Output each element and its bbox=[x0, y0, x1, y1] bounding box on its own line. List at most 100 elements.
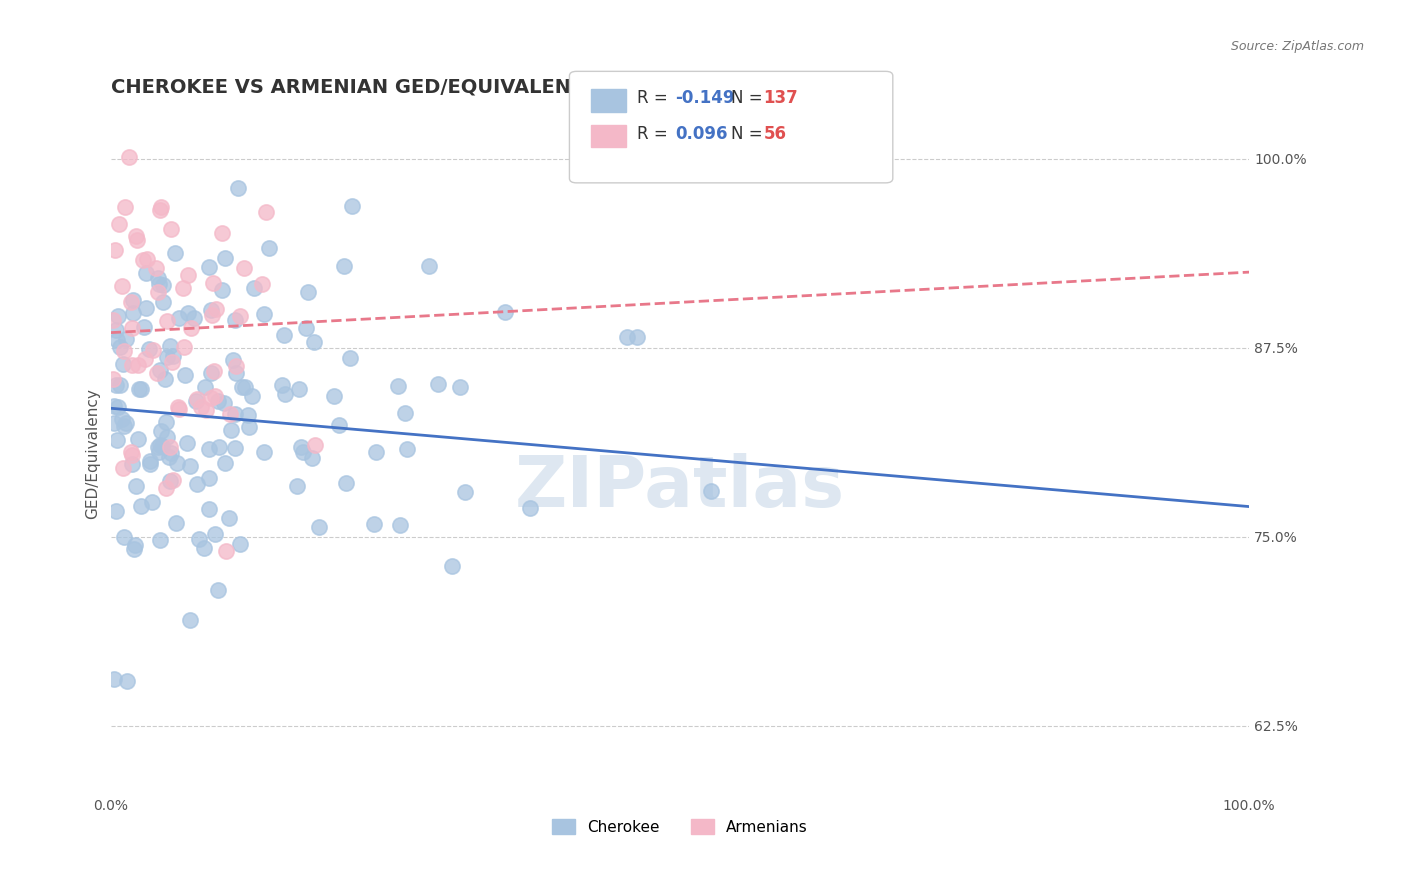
Point bbox=[107, 309, 129, 323]
Point bbox=[160, 446, 183, 460]
Point bbox=[449, 380, 471, 394]
Point bbox=[121, 457, 143, 471]
Point bbox=[198, 260, 221, 275]
Text: 0.096: 0.096 bbox=[675, 125, 727, 143]
Point bbox=[183, 311, 205, 326]
Point bbox=[108, 378, 131, 392]
Y-axis label: GED/Equivalency: GED/Equivalency bbox=[86, 388, 100, 519]
Point bbox=[146, 366, 169, 380]
Point bbox=[252, 277, 274, 291]
Point bbox=[150, 439, 173, 453]
Point bbox=[173, 340, 195, 354]
Point bbox=[141, 495, 163, 509]
Point bbox=[256, 205, 278, 219]
Point bbox=[177, 268, 200, 282]
Point bbox=[149, 437, 172, 451]
Point bbox=[302, 334, 325, 349]
Point bbox=[138, 342, 160, 356]
Point bbox=[122, 293, 145, 307]
Point bbox=[190, 400, 212, 414]
Text: R =: R = bbox=[637, 125, 673, 143]
Point bbox=[149, 200, 172, 214]
Point bbox=[103, 312, 125, 326]
Point bbox=[291, 444, 314, 458]
Point bbox=[159, 440, 181, 454]
Point bbox=[229, 310, 252, 324]
Point bbox=[148, 202, 170, 217]
Point bbox=[173, 368, 195, 382]
Point bbox=[328, 418, 350, 433]
Point bbox=[166, 456, 188, 470]
Point bbox=[111, 412, 134, 426]
Point bbox=[198, 442, 221, 456]
Point bbox=[274, 387, 297, 401]
Point bbox=[238, 420, 260, 434]
Point bbox=[167, 310, 190, 325]
Point bbox=[121, 306, 143, 320]
Point bbox=[135, 301, 157, 315]
Point bbox=[124, 538, 146, 552]
Point bbox=[115, 332, 138, 346]
Point bbox=[139, 457, 162, 471]
Point bbox=[257, 242, 280, 256]
Point bbox=[366, 444, 388, 458]
Point bbox=[207, 394, 229, 409]
Point bbox=[236, 408, 259, 422]
Point bbox=[159, 339, 181, 353]
Point bbox=[162, 349, 184, 363]
Point bbox=[304, 438, 326, 452]
Point bbox=[177, 305, 200, 319]
Point bbox=[184, 394, 207, 409]
Text: -0.149: -0.149 bbox=[675, 89, 734, 107]
Point bbox=[157, 450, 180, 464]
Point bbox=[396, 442, 419, 456]
Point bbox=[149, 424, 172, 438]
Point bbox=[125, 228, 148, 243]
Point bbox=[700, 483, 723, 498]
Text: 56: 56 bbox=[763, 125, 786, 143]
Point bbox=[219, 423, 242, 437]
Point bbox=[105, 323, 128, 337]
Point bbox=[103, 672, 125, 686]
Point bbox=[194, 380, 217, 394]
Point bbox=[394, 406, 416, 420]
Point bbox=[156, 430, 179, 444]
Point bbox=[129, 382, 152, 396]
Point bbox=[129, 499, 152, 513]
Point bbox=[335, 475, 357, 490]
Text: CHEROKEE VS ARMENIAN GED/EQUIVALENCY CORRELATION CHART: CHEROKEE VS ARMENIAN GED/EQUIVALENCY COR… bbox=[111, 78, 839, 96]
Point bbox=[149, 363, 172, 377]
Point bbox=[105, 334, 128, 348]
Point bbox=[426, 376, 449, 391]
Point bbox=[201, 277, 224, 291]
Point bbox=[146, 440, 169, 454]
Point bbox=[114, 200, 136, 214]
Point bbox=[273, 328, 295, 343]
Point bbox=[117, 673, 139, 688]
Point bbox=[243, 281, 266, 295]
Point bbox=[226, 181, 249, 195]
Point bbox=[111, 279, 134, 293]
Point bbox=[172, 281, 194, 295]
Point bbox=[626, 330, 648, 344]
Point bbox=[389, 518, 412, 533]
Point bbox=[155, 415, 177, 429]
Point bbox=[112, 530, 135, 544]
Point bbox=[134, 319, 156, 334]
Point bbox=[153, 372, 176, 386]
Point bbox=[134, 266, 156, 280]
Point bbox=[211, 283, 233, 297]
Point bbox=[218, 510, 240, 524]
Point bbox=[186, 392, 208, 407]
Point bbox=[204, 389, 226, 403]
Point bbox=[187, 533, 209, 547]
Point bbox=[616, 329, 638, 343]
Point bbox=[132, 252, 155, 267]
Point bbox=[233, 379, 256, 393]
Point bbox=[285, 479, 308, 493]
Point bbox=[127, 433, 149, 447]
Point bbox=[193, 541, 215, 555]
Legend: Cherokee, Armenians: Cherokee, Armenians bbox=[547, 813, 814, 841]
Point bbox=[333, 259, 356, 273]
Point bbox=[194, 403, 217, 417]
